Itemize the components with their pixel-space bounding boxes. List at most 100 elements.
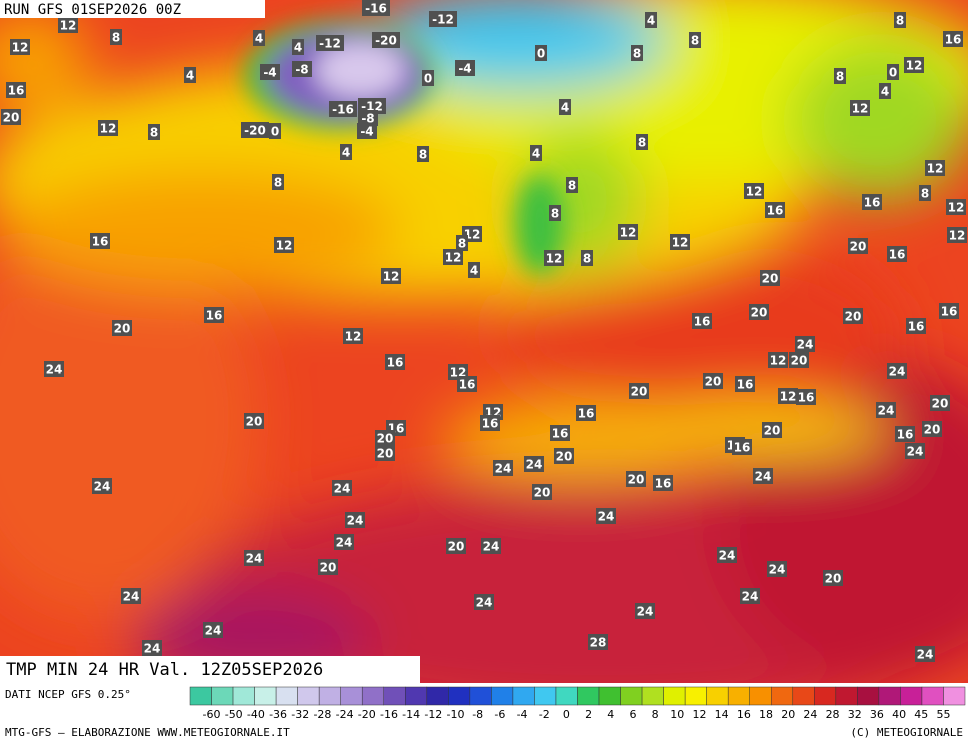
label-box xyxy=(905,443,925,459)
label-box xyxy=(834,68,846,84)
colorbar-tick-label: 0 xyxy=(563,708,570,721)
label-box xyxy=(446,538,466,554)
label-box xyxy=(318,559,338,575)
label-box xyxy=(468,262,480,278)
label-box xyxy=(692,313,712,329)
contour-label: 8 xyxy=(633,47,641,61)
label-box xyxy=(544,250,564,266)
contour-label: 24 xyxy=(205,624,222,638)
colorbar-swatch xyxy=(340,686,363,706)
contour-label: 20 xyxy=(377,432,394,446)
contour-label: 20 xyxy=(3,111,20,125)
colorbar-tick-label: -40 xyxy=(247,708,265,721)
colorbar-swatch xyxy=(189,686,212,706)
contour-label: 16 xyxy=(655,477,672,491)
colorbar-tick-label: 32 xyxy=(848,708,862,721)
label-box xyxy=(375,430,395,446)
label-box xyxy=(429,11,457,27)
colorbar-swatch xyxy=(448,686,471,706)
label-box xyxy=(925,160,945,176)
contour-label: 20 xyxy=(320,561,337,575)
label-box xyxy=(689,32,701,48)
colorbar-tick-label: 14 xyxy=(715,708,729,721)
contour-label: 16 xyxy=(387,356,404,370)
contour-label: -20 xyxy=(244,124,266,138)
contour-label: 24 xyxy=(495,462,512,476)
colorbar-tick-label: 6 xyxy=(629,708,636,721)
contour-label: 24 xyxy=(917,648,934,662)
label-box xyxy=(343,328,363,344)
contour-label: -16 xyxy=(332,103,354,117)
contour-label: 8 xyxy=(551,207,559,221)
colorbar-tick-label: 36 xyxy=(870,708,884,721)
contour-label: 24 xyxy=(123,590,140,604)
colorbar-swatch xyxy=(878,686,901,706)
label-box xyxy=(576,405,596,421)
colorbar-tick-label: -32 xyxy=(291,708,309,721)
colorbar-tick-label: -50 xyxy=(225,708,243,721)
label-box xyxy=(930,395,950,411)
label-box xyxy=(894,12,906,28)
label-box xyxy=(148,124,160,140)
contour-label: 16 xyxy=(8,84,25,98)
label-box xyxy=(796,389,816,405)
colorbar-swatch xyxy=(426,686,449,706)
contour-label: -16 xyxy=(365,2,387,16)
label-box xyxy=(645,12,657,28)
label-box xyxy=(919,185,931,201)
label-box xyxy=(843,308,863,324)
label-box xyxy=(768,352,788,368)
label-box xyxy=(260,64,280,80)
label-box xyxy=(906,318,926,334)
colorbar-swatch xyxy=(469,686,492,706)
label-box xyxy=(670,234,690,250)
contour-label: 4 xyxy=(470,264,478,278)
label-box xyxy=(381,268,401,284)
contour-label: 8 xyxy=(568,179,576,193)
contour-label: 8 xyxy=(896,14,904,28)
label-box xyxy=(879,83,891,99)
contour-label: 16 xyxy=(767,204,784,218)
label-box xyxy=(385,354,405,370)
run-box xyxy=(0,0,265,18)
label-box xyxy=(274,237,294,253)
colorbar-swatch xyxy=(727,686,750,706)
label-box xyxy=(631,45,643,61)
colorbar-tick-label: -4 xyxy=(517,708,528,721)
label-box xyxy=(357,123,377,139)
contour-label: 16 xyxy=(734,441,751,455)
map-title: TMP MIN 24 HR Val. 12Z05SEP2026 xyxy=(6,660,323,680)
contour-label: 20 xyxy=(845,310,862,324)
contour-label: 12 xyxy=(770,354,787,368)
colorbar-tick-label: -8 xyxy=(472,708,483,721)
contour-label: 20 xyxy=(850,240,867,254)
label-box xyxy=(887,363,907,379)
contour-label: 4 xyxy=(532,147,540,161)
contour-label: 20 xyxy=(631,385,648,399)
colorbar-tick-label: 45 xyxy=(914,708,928,721)
contour-label: 0 xyxy=(537,47,545,61)
label-box xyxy=(329,101,357,117)
contour-label: 20 xyxy=(932,397,949,411)
contour-label: 12 xyxy=(949,229,966,243)
colorbar-swatch xyxy=(641,686,664,706)
label-box xyxy=(549,205,561,221)
contour-label: 24 xyxy=(336,536,353,550)
label-box xyxy=(876,402,896,418)
label-box xyxy=(244,413,264,429)
label-box xyxy=(292,61,312,77)
contour-label: 4 xyxy=(647,14,655,28)
contour-label: 8 xyxy=(150,126,158,140)
colorbar-swatch xyxy=(383,686,406,706)
label-box xyxy=(481,538,501,554)
label-box xyxy=(765,202,785,218)
label-box xyxy=(253,30,265,46)
label-box xyxy=(717,547,737,563)
contour-label: 24 xyxy=(878,404,895,418)
colorbar-swatch xyxy=(943,686,966,706)
label-box xyxy=(749,304,769,320)
label-box xyxy=(44,361,64,377)
colorbar-swatch xyxy=(318,686,341,706)
contour-label: -4 xyxy=(360,125,373,139)
